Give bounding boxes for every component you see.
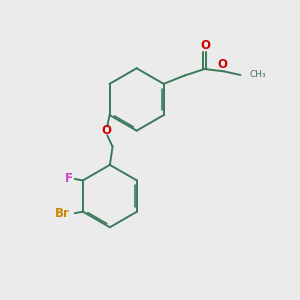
Text: Br: Br: [55, 207, 70, 220]
Text: CH₃: CH₃: [250, 70, 266, 79]
Text: F: F: [64, 172, 73, 185]
Text: O: O: [200, 39, 210, 52]
Text: O: O: [218, 58, 227, 71]
Text: O: O: [102, 124, 112, 137]
